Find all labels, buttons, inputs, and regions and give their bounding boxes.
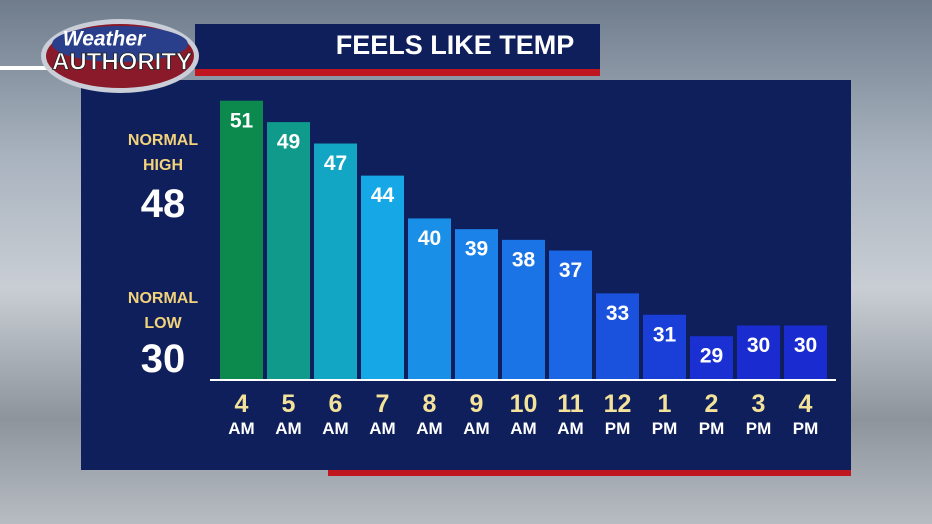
logo-top	[52, 26, 188, 62]
normal-label: NORMAL LOW	[127, 290, 199, 332]
x-tick-label: 9 AM	[463, 390, 490, 438]
bar	[361, 175, 404, 379]
bar	[737, 325, 780, 379]
normal-value: 48	[140, 182, 186, 226]
value-label: 40	[418, 227, 441, 250]
bar	[408, 218, 451, 379]
value-label: 49	[277, 131, 300, 154]
normal-value: 30	[140, 337, 186, 381]
x-tick-label: 4 AM	[228, 390, 255, 438]
bar	[267, 122, 310, 379]
value-label: 33	[606, 302, 629, 325]
value-label: 30	[747, 334, 770, 357]
bar	[596, 293, 639, 379]
value-label: 30	[794, 334, 817, 357]
logo-text: AUTHORITY	[52, 48, 192, 75]
chart-title: FEELS LIKE TEMP	[336, 30, 575, 60]
x-tick-label: 12 PM	[603, 390, 632, 438]
x-tick-label: 3 PM	[745, 390, 772, 438]
title-underline	[195, 69, 600, 76]
x-tick-label: 4 PM	[792, 390, 819, 438]
value-label: 29	[700, 345, 723, 368]
value-label: 37	[559, 259, 582, 282]
x-tick-label: 2 PM	[698, 390, 725, 438]
bar	[690, 336, 733, 379]
title-bar	[195, 24, 600, 69]
x-tick-label: 1 PM	[651, 390, 678, 438]
normal-label: NORMAL HIGH	[127, 132, 199, 174]
x-tick-label: 5 AM	[275, 390, 302, 438]
x-tick-label: 7 AM	[369, 390, 396, 438]
value-label: 44	[371, 184, 395, 207]
rule	[0, 66, 60, 70]
value-label: 47	[324, 152, 347, 175]
bar	[455, 229, 498, 379]
value-label: 38	[512, 248, 536, 271]
accent	[328, 470, 851, 476]
bar	[643, 314, 686, 379]
x-tick-label: 6 AM	[322, 390, 349, 438]
bar	[784, 325, 827, 379]
value-label: 51	[230, 109, 254, 132]
x-tick-label: 10 AM	[509, 390, 538, 438]
value-label: 39	[465, 238, 488, 261]
bar	[502, 239, 545, 379]
x-tick-label: 8 AM	[416, 390, 443, 438]
bar	[549, 250, 592, 379]
value-label: 31	[653, 323, 677, 346]
x-tick-label: 11 AM	[557, 390, 584, 438]
logo-text: Weather	[63, 28, 147, 51]
bar	[314, 143, 357, 379]
bar	[220, 100, 263, 379]
